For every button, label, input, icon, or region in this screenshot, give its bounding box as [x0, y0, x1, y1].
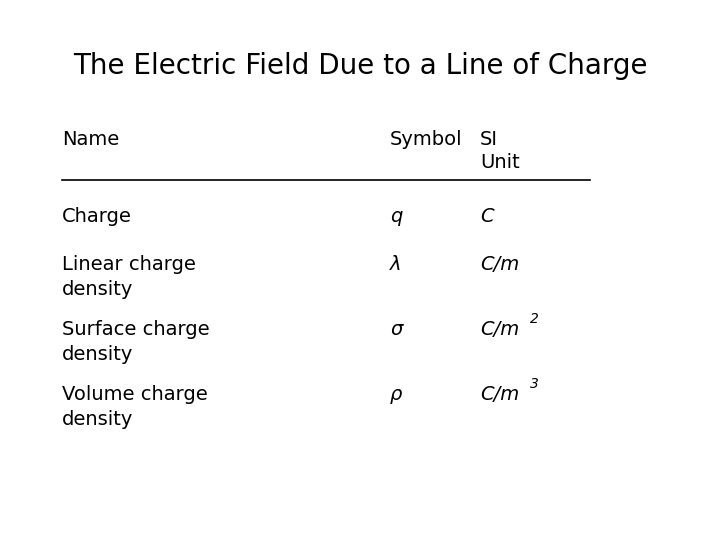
- Text: C/m: C/m: [480, 320, 519, 339]
- Text: q: q: [390, 207, 402, 226]
- Text: λ: λ: [390, 255, 402, 274]
- Text: Volume charge
density: Volume charge density: [62, 385, 208, 429]
- Text: Charge: Charge: [62, 207, 132, 226]
- Text: C/m: C/m: [480, 255, 519, 274]
- Text: 3: 3: [530, 377, 539, 391]
- Text: C/m: C/m: [480, 385, 519, 404]
- Text: 2: 2: [530, 312, 539, 326]
- Text: SI
Unit: SI Unit: [480, 130, 520, 172]
- Text: σ: σ: [390, 320, 402, 339]
- Text: Symbol: Symbol: [390, 130, 463, 149]
- Text: Surface charge
density: Surface charge density: [62, 320, 210, 364]
- Text: The Electric Field Due to a Line of Charge: The Electric Field Due to a Line of Char…: [73, 52, 647, 80]
- Text: Name: Name: [62, 130, 120, 149]
- Text: ρ: ρ: [390, 385, 402, 404]
- Text: Linear charge
density: Linear charge density: [62, 255, 196, 299]
- Text: C: C: [480, 207, 494, 226]
